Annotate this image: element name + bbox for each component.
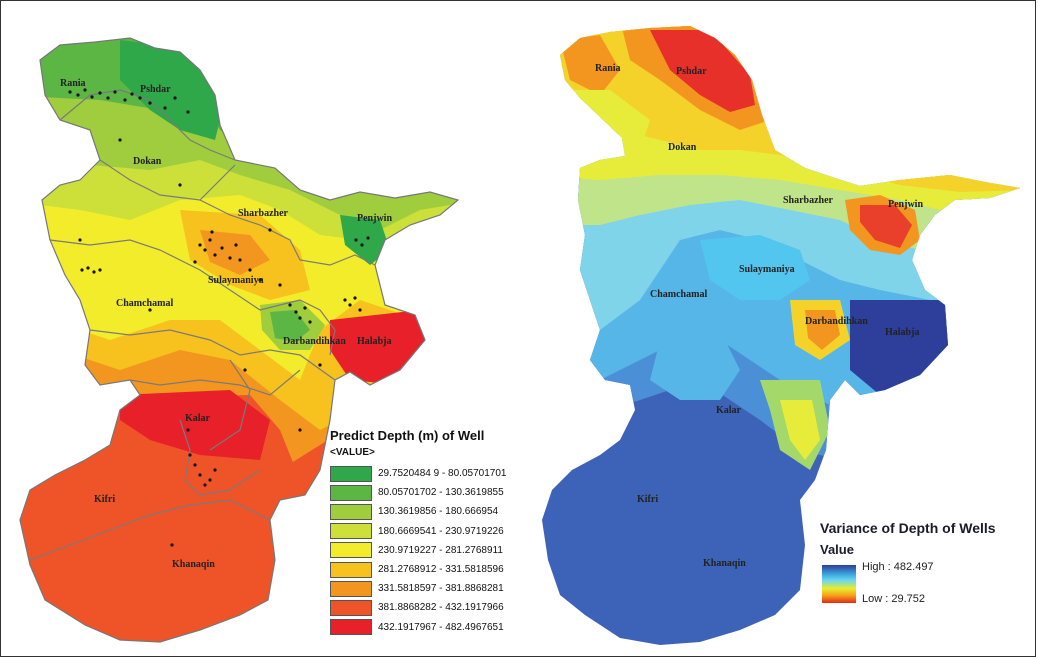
predicted-depth-legend: Predict Depth (m) of Well <VALUE> 29.752… bbox=[330, 428, 530, 637]
place-label-halabja: Halabja bbox=[357, 336, 391, 347]
place-label-penjwin: Penjwin bbox=[357, 213, 392, 224]
legend-class-label: 230.9719227 - 281.2768911 bbox=[378, 544, 503, 556]
legend-class-label: 432.1917967 - 482.4967651 bbox=[378, 621, 504, 633]
legend-title: Predict Depth (m) of Well bbox=[330, 428, 485, 443]
legend-swatch bbox=[330, 561, 372, 578]
color-ramp-bar bbox=[822, 565, 856, 603]
legend-class-row: 381.8868282 - 432.1917966 bbox=[330, 598, 530, 617]
legend-class-label: 80.05701702 - 130.3619855 bbox=[378, 487, 504, 499]
left-map-place-labels: Rania Pshdar Dokan Sharbazher Penjwin Su… bbox=[60, 78, 392, 570]
left-map-boundaries bbox=[29, 89, 376, 561]
legend-class-row: 180.6669541 - 230.9719226 bbox=[330, 522, 530, 541]
place-label-darbandihkan-right: Darbandihkan bbox=[805, 316, 868, 327]
legend-swatch bbox=[330, 465, 372, 482]
legend-class-row: 331.5818597 - 381.8868281 bbox=[330, 579, 530, 598]
place-label-darbandihkan: Darbandihkan bbox=[283, 336, 346, 347]
place-label-kalar: Kalar bbox=[185, 413, 211, 424]
place-label-khanaqin-right: Khanaqin bbox=[703, 558, 746, 569]
variance-color-ramp: High : 482.497 Low : 29.752 bbox=[820, 561, 1030, 617]
legend-class-label: 381.8868282 - 432.1917966 bbox=[378, 602, 504, 614]
place-label-pshdar: Pshdar bbox=[140, 84, 171, 95]
legend-class-row: 281.2768912 - 331.5818596 bbox=[330, 560, 530, 579]
legend-swatch bbox=[330, 580, 372, 597]
place-label-pshdar-right: Pshdar bbox=[676, 66, 707, 77]
legend-swatch bbox=[330, 599, 372, 616]
legend-class-label: 331.5818597 - 381.8868281 bbox=[378, 583, 504, 595]
variance-legend-subtitle: Value bbox=[820, 542, 854, 557]
variance-legend-title: Variance of Depth of Wells bbox=[820, 520, 996, 536]
legend-swatch bbox=[330, 503, 372, 520]
legend-swatch bbox=[330, 523, 372, 540]
place-label-kalar-right: Kalar bbox=[716, 405, 742, 416]
legend-class-row: 230.9719227 - 281.2768911 bbox=[330, 541, 530, 560]
place-label-kifri: Kifri bbox=[94, 494, 115, 505]
legend-classes: 29.7520484 9 - 80.05701701 80.05701702 - … bbox=[330, 464, 530, 637]
legend-swatch bbox=[330, 484, 372, 501]
place-label-halabja-right: Halabja bbox=[885, 327, 919, 338]
legend-class-row: 432.1917967 - 482.4967651 bbox=[330, 618, 530, 637]
place-label-chamchamal-right: Chamchamal bbox=[650, 289, 707, 300]
place-label-rania-right: Rania bbox=[595, 63, 621, 74]
legend-class-row: 29.7520484 9 - 80.05701701 bbox=[330, 464, 530, 483]
place-label-sharbazher: Sharbazher bbox=[238, 208, 289, 219]
left-map-well-points bbox=[68, 88, 370, 547]
place-label-dokan-right: Dokan bbox=[668, 142, 697, 153]
right-map-place-labels: Rania Pshdar Dokan Sharbazher Penjwin Su… bbox=[595, 63, 923, 569]
place-label-rania: Rania bbox=[60, 78, 86, 89]
legend-class-label: 281.2768912 - 331.5818596 bbox=[378, 564, 504, 576]
legend-swatch bbox=[330, 619, 372, 636]
legend-class-label: 130.3619856 - 180.666954 bbox=[378, 506, 499, 518]
legend-class-label: 180.6669541 - 230.9719226 bbox=[378, 525, 504, 537]
place-label-dokan: Dokan bbox=[133, 156, 162, 167]
place-label-penjwin-right: Penjwin bbox=[888, 199, 923, 210]
legend-class-row: 130.3619856 - 180.666954 bbox=[330, 502, 530, 521]
place-label-sulaymaniya-right: Sulaymaniya bbox=[739, 264, 795, 275]
legend-swatch bbox=[330, 542, 372, 559]
place-label-sulaymaniya: Sulaymaniya bbox=[208, 275, 264, 286]
legend-class-row: 80.05701702 - 130.3619855 bbox=[330, 483, 530, 502]
variance-legend: Variance of Depth of Wells Value High : … bbox=[820, 520, 1030, 617]
place-label-sharbazher-right: Sharbazher bbox=[783, 195, 834, 206]
ramp-high-label: High : 482.497 bbox=[862, 561, 934, 573]
place-label-chamchamal: Chamchamal bbox=[116, 298, 173, 309]
legend-subtitle: <VALUE> bbox=[330, 447, 375, 458]
place-label-khanaqin: Khanaqin bbox=[172, 559, 215, 570]
ramp-low-label: Low : 29.752 bbox=[862, 593, 925, 605]
place-label-kifri-right: Kifri bbox=[637, 494, 658, 505]
legend-class-label: 29.7520484 9 - 80.05701701 bbox=[378, 468, 507, 480]
